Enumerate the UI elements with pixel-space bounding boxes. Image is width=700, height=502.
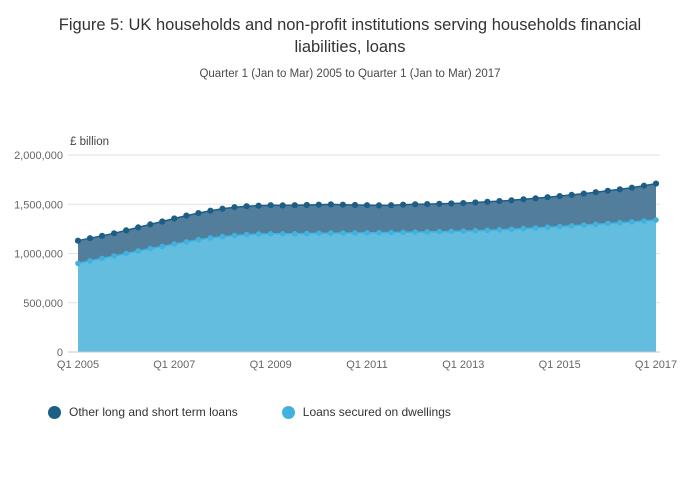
svg-text:1,000,000: 1,000,000 bbox=[14, 249, 63, 261]
x-axis-labels: Q1 2005 Q1 2007 Q1 2009 Q1 2011 Q1 2013 Q1 20… bbox=[57, 359, 677, 371]
legend-item-secured-loans[interactable]: Loans secured on dwellings bbox=[281, 405, 451, 419]
svg-text:Q1 2011: Q1 2011 bbox=[346, 359, 387, 371]
svg-text:Q1 2009: Q1 2009 bbox=[250, 359, 292, 371]
legend-label-other-loans: Other long and short term loans bbox=[69, 405, 238, 419]
markers-loans-secured-on-dwellings bbox=[75, 217, 659, 267]
svg-text:0: 0 bbox=[57, 347, 63, 359]
chart-subtitle: Quarter 1 (Jan to Mar) 2005 to Quarter 1… bbox=[199, 67, 501, 80]
svg-text:Q1 2015: Q1 2015 bbox=[539, 359, 581, 371]
markers-other-loans bbox=[74, 180, 660, 244]
area-loans-secured-on-dwellings bbox=[78, 220, 656, 352]
svg-text:Q1 2007: Q1 2007 bbox=[153, 359, 195, 371]
legend-marker-dark-icon bbox=[48, 405, 61, 419]
chart-legend: Other long and short term loans Loans se… bbox=[48, 405, 451, 419]
y-axis-unit-label: £ billion bbox=[70, 136, 109, 148]
legend-label-secured-loans: Loans secured on dwellings bbox=[302, 405, 451, 419]
svg-text:1,500,000: 1,500,000 bbox=[14, 199, 63, 211]
svg-text:500,000: 500,000 bbox=[23, 298, 63, 310]
svg-text:Q1 2013: Q1 2013 bbox=[442, 359, 484, 371]
svg-text:2,000,000: 2,000,000 bbox=[14, 150, 63, 162]
legend-marker-light-icon bbox=[281, 405, 295, 419]
svg-text:Q1 2017: Q1 2017 bbox=[635, 359, 677, 371]
area-other-loans bbox=[78, 183, 656, 264]
chart-title: Figure 5: UK households and non-profit i… bbox=[58, 16, 642, 57]
legend-item-other-loans[interactable]: Other long and short term loans bbox=[48, 405, 238, 419]
svg-text:Q1 2005: Q1 2005 bbox=[57, 359, 99, 371]
y-axis-labels: 0 500,000 1,000,000 1,500,000 2,000,000 bbox=[14, 150, 63, 359]
